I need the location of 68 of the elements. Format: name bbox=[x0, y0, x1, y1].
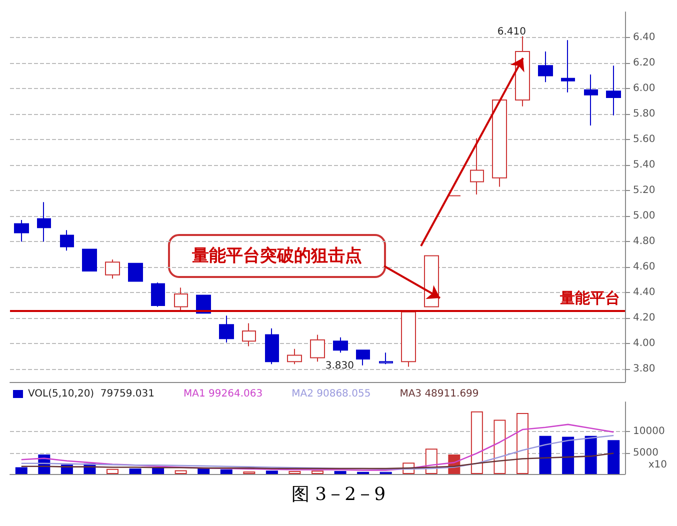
candlestick bbox=[82, 248, 97, 272]
candlestick bbox=[265, 328, 279, 365]
candlestick bbox=[401, 311, 416, 368]
y-tick-label: 5.00 bbox=[633, 210, 656, 222]
bar bbox=[266, 470, 278, 474]
bar bbox=[584, 436, 597, 474]
y-tick-label: 5.40 bbox=[633, 160, 656, 171]
candlestick bbox=[379, 352, 393, 365]
bar bbox=[198, 468, 210, 474]
line-series bbox=[20, 452, 614, 470]
candlestick bbox=[310, 334, 325, 362]
legend-label: VOL(5,10,20) 79759.031 bbox=[28, 388, 155, 400]
bar bbox=[174, 470, 187, 474]
candlestick bbox=[105, 259, 120, 280]
y-tick-label: 5.20 bbox=[633, 185, 656, 196]
y-tick-label: 4.40 bbox=[633, 287, 656, 298]
y-tick-label: 6.40 bbox=[633, 32, 656, 44]
text: x10 bbox=[648, 460, 668, 470]
candlestick bbox=[492, 100, 507, 188]
ref-line-label: 量能平台 bbox=[559, 289, 620, 308]
bar bbox=[129, 468, 142, 474]
bar bbox=[220, 469, 232, 474]
y-tick-label: 4.00 bbox=[633, 338, 656, 350]
candlestick bbox=[151, 282, 165, 308]
candlestick bbox=[37, 202, 51, 242]
line-series bbox=[20, 424, 614, 471]
y-tick-label: 10000 bbox=[633, 426, 665, 438]
bar bbox=[562, 436, 574, 474]
y-tick-label: 5.60 bbox=[633, 134, 656, 146]
text: MA3 48911.699 bbox=[400, 388, 479, 400]
annotation: 量能平台突破的狙击点 bbox=[191, 246, 362, 266]
bar bbox=[152, 468, 164, 474]
candlestick bbox=[128, 262, 143, 282]
y-tick-label: 6.20 bbox=[633, 58, 656, 69]
bar bbox=[106, 468, 118, 474]
candlestick bbox=[14, 219, 29, 242]
candlestick bbox=[561, 40, 575, 93]
annotation: 3.830 bbox=[325, 360, 354, 372]
candlestick bbox=[584, 74, 598, 126]
candlestick bbox=[333, 336, 348, 354]
candlestick bbox=[60, 230, 74, 252]
text: MA2 90868.055 bbox=[292, 388, 371, 400]
line-series bbox=[20, 434, 614, 470]
y-tick-label: 4.20 bbox=[633, 312, 656, 324]
candlestick bbox=[219, 315, 234, 343]
bar bbox=[15, 467, 28, 474]
candlestick bbox=[287, 348, 302, 365]
y-tick-label: 6.00 bbox=[633, 83, 656, 94]
candlestick bbox=[356, 350, 370, 366]
bar bbox=[516, 413, 528, 474]
text: MA1 99264.063 bbox=[184, 388, 263, 400]
bar bbox=[494, 420, 506, 474]
y-tick-label: 3.80 bbox=[633, 364, 656, 375]
candlestick bbox=[538, 51, 553, 83]
bar bbox=[470, 411, 483, 474]
candlestick bbox=[242, 322, 256, 347]
annotation: 6.410 bbox=[497, 26, 526, 38]
y-tick-label: 4.60 bbox=[633, 262, 656, 273]
bar bbox=[608, 440, 620, 474]
y-tick-label: 5000 bbox=[633, 447, 658, 458]
candlestick bbox=[174, 287, 188, 312]
bar bbox=[312, 470, 324, 474]
bar bbox=[539, 436, 552, 474]
caption: 图 3－2－9 bbox=[290, 483, 387, 506]
candlestick bbox=[606, 65, 621, 116]
candlestick bbox=[470, 138, 484, 195]
y-tick-label: 4.80 bbox=[633, 236, 656, 248]
y-tick-label: 5.80 bbox=[633, 108, 656, 120]
